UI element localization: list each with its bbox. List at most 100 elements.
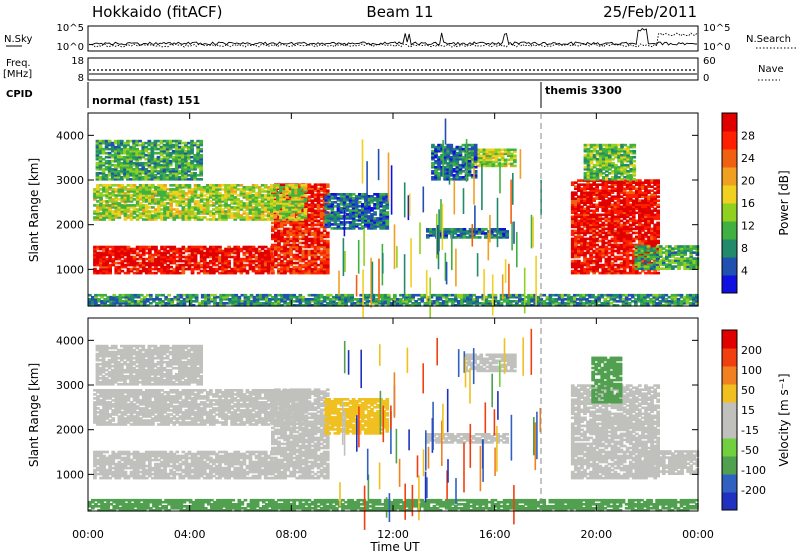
power-cell	[172, 196, 177, 199]
power-cell	[168, 176, 173, 179]
power-cell	[263, 204, 268, 207]
power-cell	[111, 188, 116, 191]
power-cell	[316, 229, 321, 233]
power-cell	[236, 184, 241, 187]
power-cell	[168, 141, 173, 145]
power-cell	[178, 210, 183, 213]
power-cell	[163, 261, 167, 265]
power-cell	[271, 233, 275, 237]
power-cell	[283, 241, 287, 245]
power-cell	[260, 194, 265, 197]
power-cell	[212, 198, 216, 201]
power-cell	[260, 202, 265, 205]
power-cell	[175, 186, 180, 189]
power-cell	[166, 271, 170, 275]
power-cell	[187, 204, 192, 207]
power-cell	[175, 255, 180, 259]
power-cell	[205, 208, 210, 211]
power-cell	[95, 153, 100, 157]
power-cell	[291, 204, 295, 207]
power-cell	[141, 147, 146, 151]
power-cell	[123, 212, 128, 215]
power-cell	[148, 214, 152, 217]
power-cell	[165, 163, 170, 167]
power-cell	[105, 206, 109, 209]
power-cell	[108, 200, 112, 203]
power-cell	[322, 253, 327, 257]
power-cell	[242, 202, 247, 205]
power-cell	[159, 139, 164, 143]
power-cell	[151, 218, 155, 221]
power-cell	[113, 165, 118, 169]
power-cell	[193, 200, 198, 203]
power-cell	[310, 245, 315, 249]
power-cell	[104, 168, 109, 171]
power-cell	[165, 151, 170, 155]
power-cell	[251, 253, 256, 257]
power-cell	[163, 194, 167, 197]
power-cell	[154, 212, 158, 215]
power-cell	[291, 188, 295, 191]
power-cell	[285, 200, 289, 203]
power-cell	[107, 151, 112, 155]
power-cell	[163, 190, 167, 193]
power-cell	[129, 168, 133, 171]
power-cell	[303, 200, 308, 203]
power-cell	[175, 269, 180, 273]
power-cell	[101, 139, 106, 143]
power-cell	[236, 251, 241, 255]
power-cell	[184, 168, 188, 171]
power-cell	[123, 155, 127, 159]
power-cell	[138, 194, 143, 197]
power-cell	[123, 157, 127, 161]
power-cell	[129, 194, 134, 197]
power-cell	[132, 178, 136, 181]
power-cell	[187, 198, 192, 201]
power-cell	[324, 211, 329, 214]
power-cell	[117, 206, 122, 209]
power-cell	[193, 172, 197, 175]
power-cell	[113, 149, 118, 153]
power-cell	[153, 159, 158, 163]
power-cell	[310, 261, 315, 265]
power-cell	[178, 251, 183, 255]
power-cell	[187, 149, 191, 153]
power-cell	[239, 214, 244, 217]
power-cell	[279, 214, 283, 217]
power-cell	[196, 174, 200, 177]
power-cell	[319, 193, 324, 196]
power-cell	[307, 231, 312, 235]
power-cell	[110, 176, 115, 179]
power-cell	[181, 267, 186, 271]
power-cell	[245, 249, 250, 253]
power-cell	[242, 210, 247, 213]
power-cell	[298, 245, 303, 249]
power-cell	[108, 212, 112, 215]
power-cell	[169, 204, 173, 207]
power-cell	[230, 251, 234, 255]
power-cell	[169, 208, 173, 211]
power-cell	[190, 263, 195, 267]
power-cell	[163, 267, 167, 271]
power-cell	[215, 263, 219, 267]
power-cell	[111, 210, 116, 213]
power-cell	[104, 143, 109, 147]
power-cell	[283, 219, 287, 223]
power-cell	[105, 212, 109, 215]
power-cell	[196, 216, 201, 219]
power-cell	[324, 195, 329, 198]
power-cell	[123, 263, 128, 267]
power-cell	[254, 206, 259, 209]
nsky-tick-bottom: 10^0	[57, 42, 84, 53]
power-cell	[96, 206, 100, 209]
power-cell	[193, 153, 197, 157]
power-cell	[236, 208, 241, 211]
power-cell	[99, 198, 103, 201]
power-cell	[190, 198, 195, 201]
power-cell	[129, 257, 134, 261]
power-cell	[98, 143, 103, 147]
power-cell	[193, 176, 197, 179]
power-cell	[236, 267, 241, 271]
power-cell	[254, 198, 259, 201]
power-cell	[135, 263, 140, 267]
